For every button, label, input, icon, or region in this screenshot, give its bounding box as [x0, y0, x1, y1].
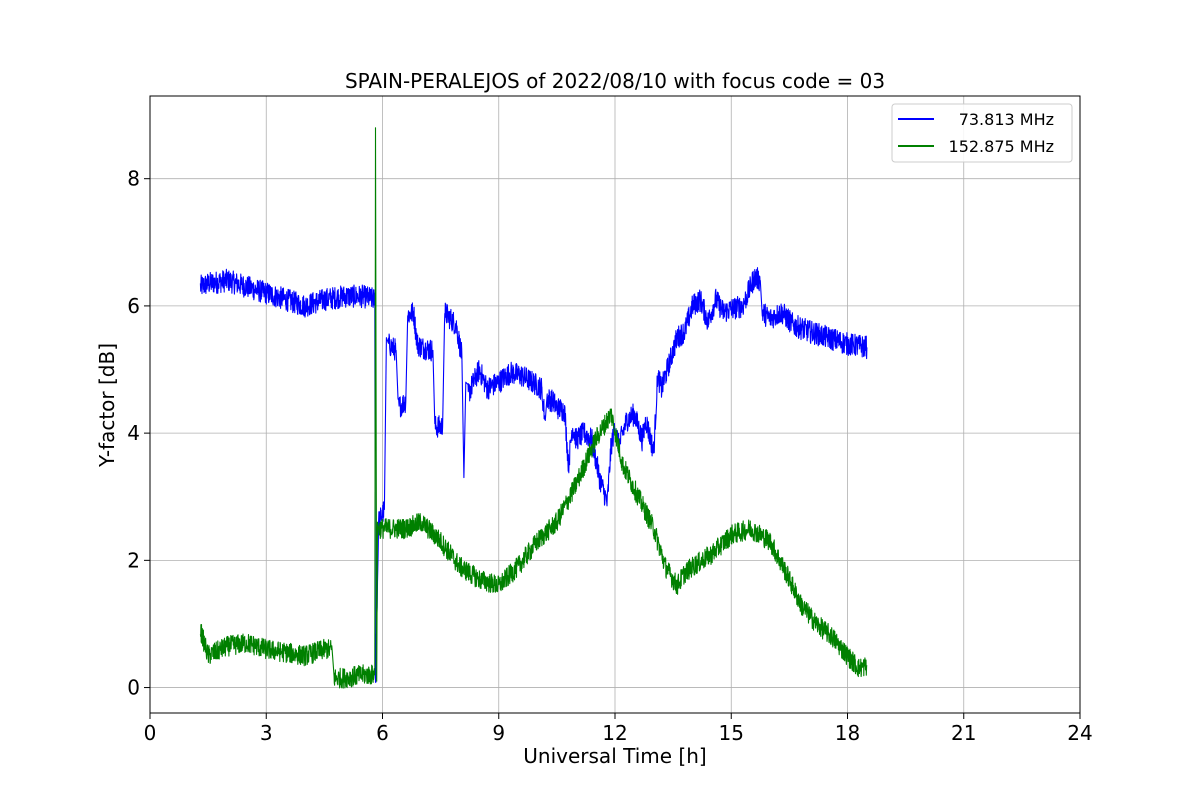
x-tick-label: 0 — [144, 721, 157, 745]
legend-label-0: 73.813 MHz — [959, 110, 1054, 129]
x-tick-label: 3 — [260, 721, 273, 745]
series-line-1 — [199, 127, 868, 689]
legend-label-1: 152.875 MHz — [949, 137, 1054, 156]
y-tick-label: 0 — [127, 676, 140, 700]
x-tick-label: 21 — [951, 721, 976, 745]
legend-box — [891, 103, 1073, 163]
y-tick-label: 6 — [127, 294, 140, 318]
y-tick-label: 8 — [127, 167, 140, 191]
x-tick-label: 18 — [835, 721, 860, 745]
x-tick-label: 24 — [1067, 721, 1092, 745]
series-lines — [199, 127, 868, 689]
x-tick-label: 12 — [602, 721, 627, 745]
chart-title: SPAIN-PERALEJOS of 2022/08/10 with focus… — [345, 69, 885, 93]
y-axis-label: Y-factor [dB] — [95, 343, 119, 468]
x-tick-label: 9 — [492, 721, 505, 745]
x-tick-label: 6 — [376, 721, 389, 745]
x-tick-label: 15 — [719, 721, 744, 745]
y-tick-label: 2 — [127, 548, 140, 572]
y-tick-label: 4 — [127, 421, 140, 445]
legend: 73.813 MHz 152.875 MHz — [891, 103, 1073, 163]
x-axis-label: Universal Time [h] — [523, 744, 706, 768]
series-line-0 — [199, 267, 868, 684]
